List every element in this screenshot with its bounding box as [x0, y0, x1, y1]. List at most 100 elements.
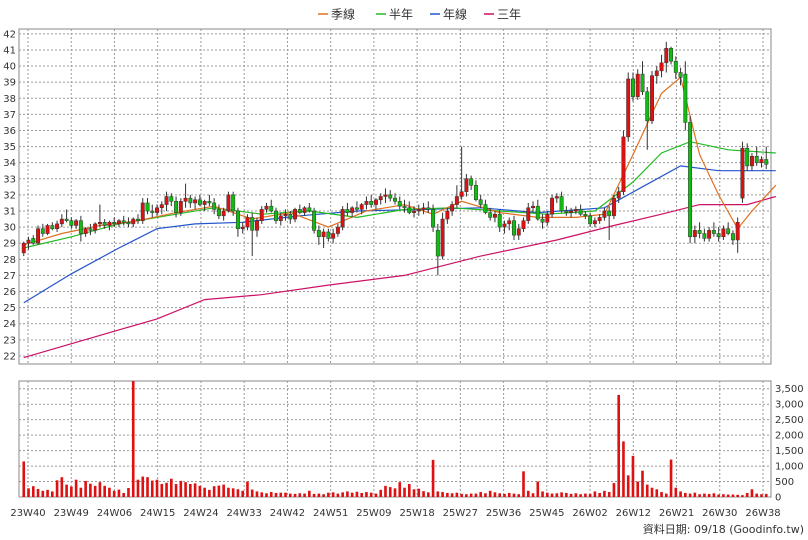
candle-body — [440, 218, 445, 257]
candle-body — [69, 220, 74, 226]
volume-bar — [303, 493, 306, 497]
volume-bar — [165, 482, 168, 497]
candle-body — [512, 220, 516, 236]
candle-body — [707, 230, 712, 239]
price-tick-label: 32 — [3, 190, 16, 201]
volume-bar — [569, 493, 573, 497]
volume-bar — [750, 489, 754, 497]
x-tick-label: 23W40 — [10, 508, 45, 519]
volume-bar — [198, 485, 202, 497]
candle-body — [274, 210, 278, 221]
candle-body — [659, 62, 664, 72]
candle-body — [611, 197, 616, 217]
candle-body — [107, 222, 112, 226]
candle-body — [283, 213, 288, 217]
candle-body — [345, 209, 350, 213]
candle-body — [140, 202, 145, 221]
volume-bar — [645, 484, 649, 497]
candle-body — [178, 201, 183, 213]
candle-body — [445, 210, 450, 220]
volume-bar — [726, 494, 730, 497]
volume-bar — [588, 493, 592, 497]
candle-body — [764, 159, 769, 165]
candle-body — [626, 78, 631, 138]
volume-bar — [703, 493, 706, 497]
volume-bar — [517, 494, 521, 497]
volume-bar — [31, 486, 35, 497]
volume-bar — [493, 492, 497, 497]
volume-bar — [317, 493, 321, 497]
volume-bar — [150, 480, 154, 497]
volume-bar — [412, 489, 416, 497]
volume-bar — [731, 494, 735, 497]
volume-bar — [436, 491, 440, 497]
volume-bar — [79, 487, 83, 497]
x-tick-label: 26W38 — [745, 508, 780, 519]
candle-body — [59, 218, 64, 225]
price-tick-label: 39 — [3, 78, 16, 89]
volume-bar — [474, 493, 478, 497]
candle-body — [407, 207, 412, 213]
price-tick-label: 41 — [3, 45, 16, 56]
candle-body — [188, 197, 193, 204]
candle-body — [307, 207, 312, 212]
volume-bar — [622, 441, 625, 497]
candle-body — [121, 220, 126, 223]
candle-body — [36, 228, 41, 244]
volume-bar — [422, 491, 425, 497]
candle-body — [454, 196, 459, 205]
volume-bar — [46, 489, 49, 497]
price-tick-label: 30 — [3, 223, 16, 234]
volume-bar — [736, 494, 739, 497]
volume-bar — [346, 491, 349, 497]
candle-body — [245, 217, 250, 228]
candle-body — [535, 205, 540, 220]
candle-body — [397, 201, 402, 207]
volume-bar — [398, 482, 402, 497]
candle-body — [683, 73, 688, 123]
candle-body — [240, 226, 245, 229]
volume-bar — [212, 486, 216, 497]
x-axis: 23W40 23W49 24W06 24W15 24W24 24W33 24W42 24W51… — [10, 508, 780, 519]
volume-bar — [27, 488, 30, 497]
volume-bar — [70, 486, 73, 497]
candle-body — [136, 218, 140, 221]
candle-body — [673, 60, 678, 73]
volume-bar — [155, 479, 159, 497]
price-tick-label: 37 — [3, 110, 16, 121]
volume-bar — [698, 494, 701, 497]
volume-bar — [479, 492, 482, 497]
candle-body — [492, 213, 497, 218]
volume-bar — [336, 493, 340, 497]
volume-bar — [98, 482, 102, 497]
candle-body — [93, 223, 98, 231]
volume-bar — [169, 478, 173, 497]
candle-body — [216, 209, 221, 217]
candle-body — [21, 242, 26, 254]
candle-body — [716, 233, 721, 238]
volume-bar — [117, 489, 121, 497]
volume-bar — [417, 488, 421, 497]
candle-body — [250, 217, 255, 231]
candle-body — [507, 220, 512, 225]
volume-bar — [65, 484, 68, 497]
volume-bar — [531, 493, 535, 497]
volume-bar — [227, 487, 230, 497]
volume-bar — [293, 493, 297, 497]
price-tick-label: 27 — [3, 271, 16, 282]
candle-body — [516, 228, 521, 236]
candle-body — [316, 230, 321, 238]
volume-bar — [764, 493, 768, 497]
volume-bar — [384, 485, 387, 497]
candle-body — [559, 196, 564, 212]
volume-bar — [560, 492, 563, 497]
price-tick-label: 22 — [3, 351, 16, 362]
candle-body — [212, 202, 217, 210]
candle-body — [174, 201, 179, 213]
candle-body — [531, 205, 535, 209]
volume-tick-label: 1,500 — [775, 446, 804, 457]
volume-plot-area — [18, 380, 772, 498]
volume-bar — [36, 488, 40, 497]
candle-body — [269, 205, 274, 212]
